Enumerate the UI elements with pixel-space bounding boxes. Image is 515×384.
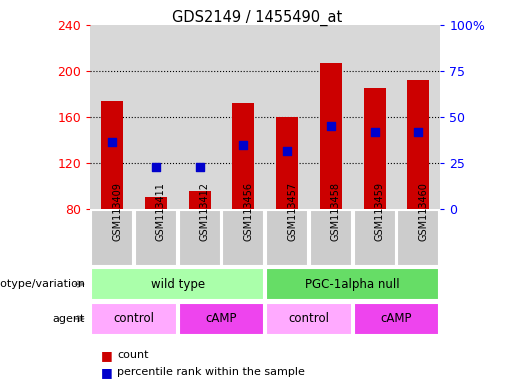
Text: GSM113411: GSM113411 [156, 182, 166, 241]
FancyBboxPatch shape [135, 210, 177, 266]
Text: GSM113457: GSM113457 [287, 182, 297, 241]
Bar [101, 101, 123, 209]
Text: cAMP: cAMP [381, 312, 413, 325]
Text: ■: ■ [100, 366, 112, 379]
Text: GSM113460: GSM113460 [418, 182, 428, 241]
Text: GSM113412: GSM113412 [200, 182, 210, 241]
Text: GSM113458: GSM113458 [331, 182, 341, 241]
Point [327, 123, 335, 129]
Text: GSM113409: GSM113409 [112, 182, 122, 241]
Point [108, 139, 116, 146]
Text: cAMP: cAMP [205, 312, 237, 325]
Text: control: control [113, 312, 154, 325]
Point [196, 164, 204, 170]
FancyBboxPatch shape [91, 303, 177, 334]
Point [370, 129, 379, 135]
Bar [145, 197, 167, 209]
Bar [232, 103, 254, 209]
FancyBboxPatch shape [354, 303, 439, 334]
Text: genotype/variation: genotype/variation [0, 279, 85, 289]
Text: count: count [117, 350, 148, 360]
Text: wild type: wild type [150, 278, 205, 291]
FancyBboxPatch shape [179, 210, 220, 266]
FancyBboxPatch shape [179, 303, 264, 334]
Bar [188, 191, 211, 209]
Text: PGC-1alpha null: PGC-1alpha null [305, 278, 400, 291]
Bar [364, 88, 386, 209]
FancyBboxPatch shape [91, 210, 133, 266]
FancyBboxPatch shape [266, 303, 352, 334]
Text: GDS2149 / 1455490_at: GDS2149 / 1455490_at [173, 10, 342, 26]
FancyBboxPatch shape [266, 210, 308, 266]
Text: ■: ■ [100, 349, 112, 362]
Bar [320, 63, 342, 209]
Bar [276, 117, 298, 209]
Text: GSM113459: GSM113459 [374, 182, 385, 241]
Text: GSM113456: GSM113456 [243, 182, 253, 241]
FancyBboxPatch shape [91, 268, 264, 300]
Bar [407, 80, 430, 209]
Point [151, 164, 160, 170]
Text: control: control [288, 312, 330, 325]
FancyBboxPatch shape [222, 210, 264, 266]
FancyBboxPatch shape [398, 210, 439, 266]
Text: agent: agent [53, 314, 85, 324]
Point [414, 129, 422, 135]
FancyBboxPatch shape [310, 210, 352, 266]
Text: percentile rank within the sample: percentile rank within the sample [117, 367, 305, 377]
Point [283, 147, 291, 154]
Point [239, 142, 247, 148]
FancyBboxPatch shape [354, 210, 396, 266]
FancyBboxPatch shape [266, 268, 439, 300]
